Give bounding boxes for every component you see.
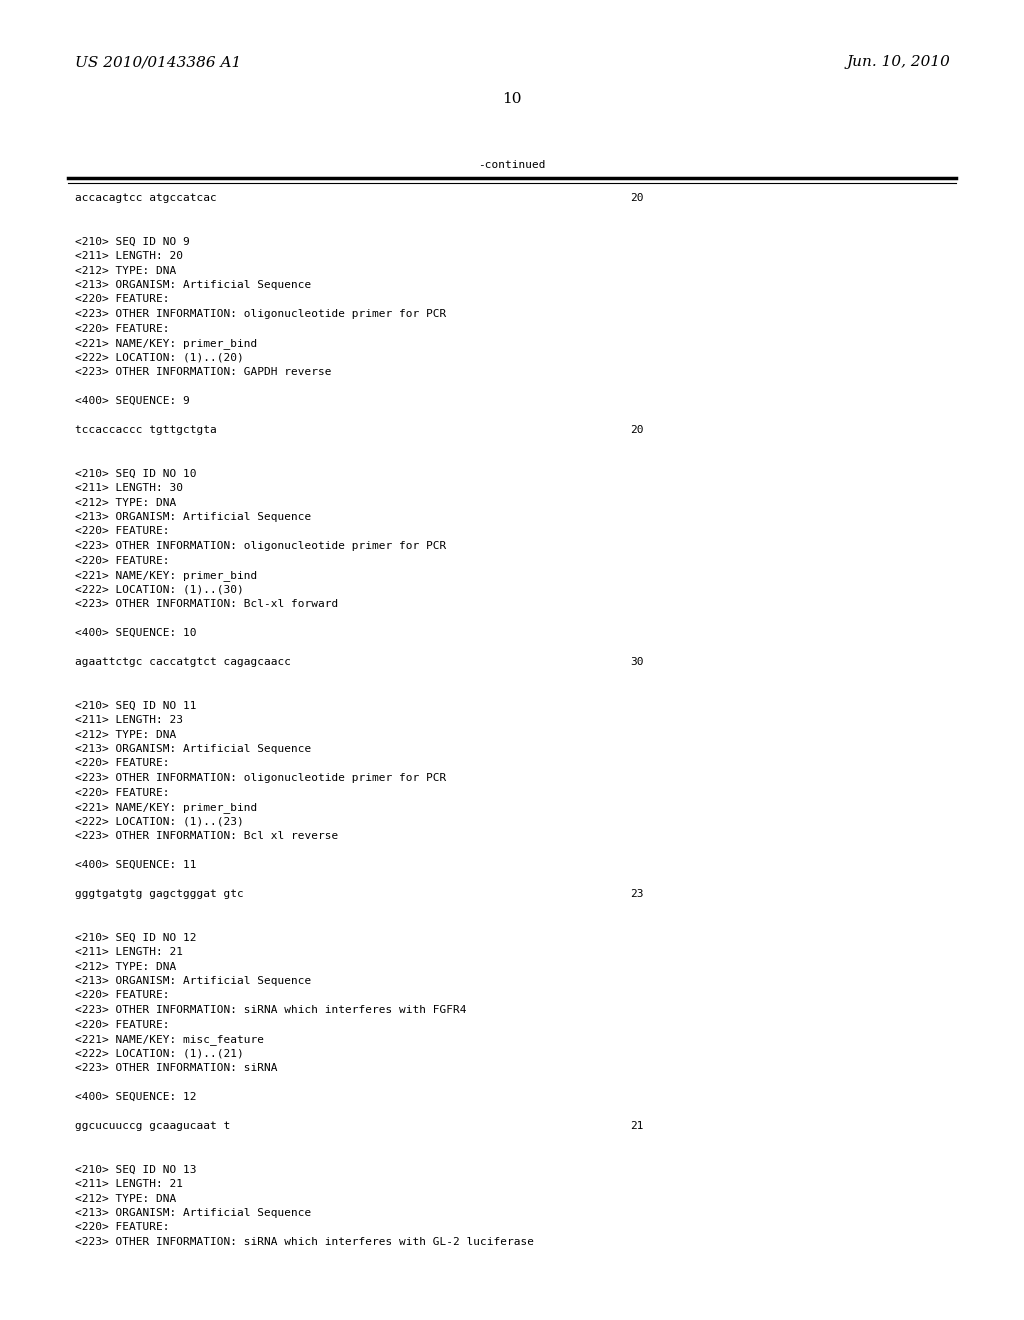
Text: <211> LENGTH: 21: <211> LENGTH: 21 [75,946,183,957]
Text: <212> TYPE: DNA: <212> TYPE: DNA [75,265,176,276]
Text: -continued: -continued [478,160,546,170]
Text: agaattctgc caccatgtct cagagcaacc: agaattctgc caccatgtct cagagcaacc [75,657,291,667]
Text: <213> ORGANISM: Artificial Sequence: <213> ORGANISM: Artificial Sequence [75,1208,311,1218]
Text: <220> FEATURE:: <220> FEATURE: [75,788,170,797]
Text: <221> NAME/KEY: primer_bind: <221> NAME/KEY: primer_bind [75,570,257,581]
Text: <400> SEQUENCE: 10: <400> SEQUENCE: 10 [75,628,197,638]
Text: <213> ORGANISM: Artificial Sequence: <213> ORGANISM: Artificial Sequence [75,975,311,986]
Text: <220> FEATURE:: <220> FEATURE: [75,759,170,768]
Text: <210> SEQ ID NO 10: <210> SEQ ID NO 10 [75,469,197,479]
Text: tccaccaccc tgttgctgta: tccaccaccc tgttgctgta [75,425,217,436]
Text: accacagtcc atgccatcac: accacagtcc atgccatcac [75,193,217,203]
Text: <220> FEATURE:: <220> FEATURE: [75,527,170,536]
Text: <211> LENGTH: 20: <211> LENGTH: 20 [75,251,183,261]
Text: <211> LENGTH: 30: <211> LENGTH: 30 [75,483,183,492]
Text: <213> ORGANISM: Artificial Sequence: <213> ORGANISM: Artificial Sequence [75,744,311,754]
Text: <220> FEATURE:: <220> FEATURE: [75,1222,170,1233]
Text: <210> SEQ ID NO 12: <210> SEQ ID NO 12 [75,932,197,942]
Text: 23: 23 [630,888,643,899]
Text: <212> TYPE: DNA: <212> TYPE: DNA [75,498,176,507]
Text: 20: 20 [630,193,643,203]
Text: <223> OTHER INFORMATION: siRNA which interferes with FGFR4: <223> OTHER INFORMATION: siRNA which int… [75,1005,467,1015]
Text: <211> LENGTH: 23: <211> LENGTH: 23 [75,715,183,725]
Text: <221> NAME/KEY: misc_feature: <221> NAME/KEY: misc_feature [75,1034,264,1045]
Text: <400> SEQUENCE: 12: <400> SEQUENCE: 12 [75,1092,197,1102]
Text: <210> SEQ ID NO 11: <210> SEQ ID NO 11 [75,701,197,710]
Text: <210> SEQ ID NO 9: <210> SEQ ID NO 9 [75,236,189,247]
Text: 20: 20 [630,425,643,436]
Text: <223> OTHER INFORMATION: GAPDH reverse: <223> OTHER INFORMATION: GAPDH reverse [75,367,332,378]
Text: <220> FEATURE:: <220> FEATURE: [75,323,170,334]
Text: <223> OTHER INFORMATION: oligonucleotide primer for PCR: <223> OTHER INFORMATION: oligonucleotide… [75,541,446,550]
Text: <400> SEQUENCE: 11: <400> SEQUENCE: 11 [75,861,197,870]
Text: <212> TYPE: DNA: <212> TYPE: DNA [75,1193,176,1204]
Text: gggtgatgtg gagctgggat gtc: gggtgatgtg gagctgggat gtc [75,888,244,899]
Text: 21: 21 [630,1121,643,1131]
Text: ggcucuuccg gcaagucaat t: ggcucuuccg gcaagucaat t [75,1121,230,1131]
Text: <223> OTHER INFORMATION: siRNA which interferes with GL-2 luciferase: <223> OTHER INFORMATION: siRNA which int… [75,1237,534,1247]
Text: <213> ORGANISM: Artificial Sequence: <213> ORGANISM: Artificial Sequence [75,512,311,521]
Text: <400> SEQUENCE: 9: <400> SEQUENCE: 9 [75,396,189,407]
Text: <223> OTHER INFORMATION: oligonucleotide primer for PCR: <223> OTHER INFORMATION: oligonucleotide… [75,774,446,783]
Text: <220> FEATURE:: <220> FEATURE: [75,1019,170,1030]
Text: <223> OTHER INFORMATION: oligonucleotide primer for PCR: <223> OTHER INFORMATION: oligonucleotide… [75,309,446,319]
Text: <211> LENGTH: 21: <211> LENGTH: 21 [75,1179,183,1189]
Text: <222> LOCATION: (1)..(21): <222> LOCATION: (1)..(21) [75,1048,244,1059]
Text: <222> LOCATION: (1)..(23): <222> LOCATION: (1)..(23) [75,817,244,826]
Text: <220> FEATURE:: <220> FEATURE: [75,556,170,565]
Text: <212> TYPE: DNA: <212> TYPE: DNA [75,730,176,739]
Text: <223> OTHER INFORMATION: siRNA: <223> OTHER INFORMATION: siRNA [75,1063,278,1073]
Text: <210> SEQ ID NO 13: <210> SEQ ID NO 13 [75,1164,197,1175]
Text: <220> FEATURE:: <220> FEATURE: [75,294,170,305]
Text: 10: 10 [502,92,522,106]
Text: <221> NAME/KEY: primer_bind: <221> NAME/KEY: primer_bind [75,803,257,813]
Text: 30: 30 [630,657,643,667]
Text: <220> FEATURE:: <220> FEATURE: [75,990,170,1001]
Text: <222> LOCATION: (1)..(30): <222> LOCATION: (1)..(30) [75,585,244,594]
Text: US 2010/0143386 A1: US 2010/0143386 A1 [75,55,242,69]
Text: <221> NAME/KEY: primer_bind: <221> NAME/KEY: primer_bind [75,338,257,348]
Text: <222> LOCATION: (1)..(20): <222> LOCATION: (1)..(20) [75,352,244,363]
Text: <223> OTHER INFORMATION: Bcl-xl forward: <223> OTHER INFORMATION: Bcl-xl forward [75,599,338,609]
Text: <212> TYPE: DNA: <212> TYPE: DNA [75,961,176,972]
Text: Jun. 10, 2010: Jun. 10, 2010 [846,55,950,69]
Text: <223> OTHER INFORMATION: Bcl xl reverse: <223> OTHER INFORMATION: Bcl xl reverse [75,832,338,841]
Text: <213> ORGANISM: Artificial Sequence: <213> ORGANISM: Artificial Sequence [75,280,311,290]
